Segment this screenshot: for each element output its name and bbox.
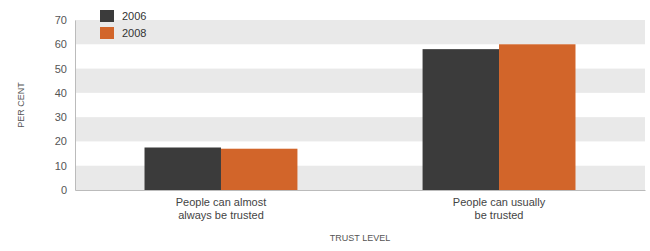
- bar: [145, 148, 221, 191]
- tick: People can usuallybe trusted: [453, 190, 546, 221]
- legend-label: 2008: [122, 27, 146, 39]
- bar: [221, 149, 297, 190]
- bar: [499, 44, 575, 190]
- tick: 50: [55, 63, 75, 75]
- y-axis: 0 10 20 30 40 50 60 70: [55, 14, 76, 196]
- tick-label: 40: [55, 87, 67, 99]
- bar: [423, 49, 499, 190]
- tick: 60: [55, 38, 75, 50]
- tick: 20: [55, 135, 75, 147]
- y-axis-title: PER CENT: [16, 82, 26, 128]
- tick-label: 30: [55, 111, 67, 123]
- x-axis: People can almostalways be trusted People…: [76, 190, 646, 221]
- axis-line: [76, 190, 646, 191]
- chart: 0 10 20 30 40 50 60 70 People can almostalways b…: [0, 0, 650, 251]
- tick: 0: [61, 184, 75, 196]
- tick-label: 0: [61, 184, 67, 196]
- tick-label: People can almostalways be trusted: [176, 196, 267, 221]
- axis-line: [75, 21, 76, 191]
- tick-label: 70: [55, 14, 67, 26]
- tick: 40: [55, 87, 75, 99]
- tick-label: 50: [55, 63, 67, 75]
- tick-label: 10: [55, 160, 67, 172]
- tick: 10: [55, 160, 75, 172]
- bars: [145, 44, 576, 190]
- grid: [75, 20, 645, 190]
- tick-label: People can usuallybe trusted: [453, 196, 546, 221]
- legend-label: 2006: [122, 10, 146, 22]
- tick: People can almostalways be trusted: [176, 190, 267, 221]
- tick-label: 60: [55, 38, 67, 50]
- legend-swatch: [100, 10, 114, 22]
- legend-swatch: [100, 27, 114, 39]
- grid-band: [75, 20, 645, 44]
- legend: 2006 2008: [100, 10, 146, 39]
- tick: 30: [55, 111, 75, 123]
- tick: 70: [55, 14, 75, 26]
- tick-label: 20: [55, 135, 67, 147]
- x-axis-title: TRUST LEVEL: [330, 233, 390, 243]
